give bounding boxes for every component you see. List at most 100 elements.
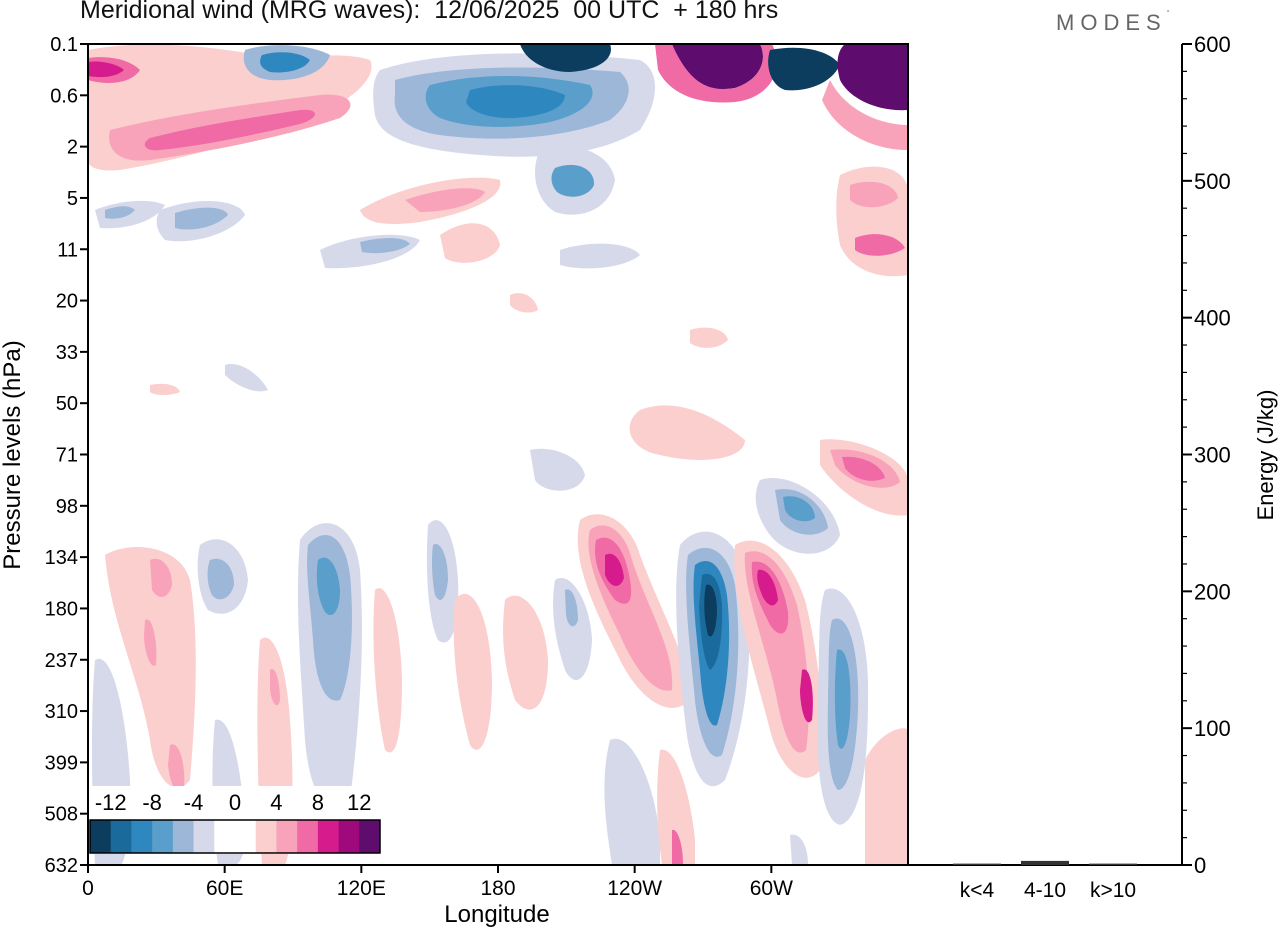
- y-tick-label: 237: [45, 650, 78, 672]
- colorbar-bin: [214, 820, 236, 853]
- contour-neg-small-1: [225, 364, 268, 392]
- colorbar-label: 12: [347, 790, 371, 815]
- contour-neg-core-top-right: [768, 47, 840, 91]
- contour-neg-upper-band-4: [466, 85, 565, 119]
- contour-pos-core-top-right: [672, 44, 763, 90]
- energy-axis-ticks: 0 100 200 300 400 500 600: [1182, 32, 1231, 878]
- contour-neg-col-4: [553, 578, 592, 680]
- contour-pos-ring-top-right: [655, 44, 777, 103]
- contour-pos-bottom-1b: [672, 829, 683, 865]
- chart-title: Meridional wind (MRG waves): 12/06/2025 …: [80, 0, 779, 24]
- contour-pos-col-left-1c: [144, 619, 157, 666]
- colorbar-label: 0: [229, 790, 241, 815]
- x-tick-label: 0: [82, 877, 94, 900]
- colorbar-bin: [235, 820, 257, 853]
- contour-pos-bottom-1: [657, 749, 695, 865]
- contour-pos-core-far-right: [837, 44, 908, 111]
- contour-pos-mid-1b: [405, 188, 485, 212]
- x-tick-label: 120W: [607, 877, 662, 900]
- brand-mark: °: [1166, 10, 1170, 17]
- energy-bar: [953, 863, 1001, 865]
- colorbar-bin: [193, 820, 215, 853]
- energy-tick-label: 300: [1194, 443, 1231, 468]
- contour-neg-col-4b: [565, 589, 578, 627]
- contour-neg-col-1b: [207, 558, 234, 600]
- colorbar-bin: [172, 820, 194, 853]
- contour-pos-col-left-1b: [150, 558, 172, 597]
- contour-pos-right-mid-c: [855, 234, 905, 256]
- y-axis-ticks: 0.1 0.6 2 5 11 20 33 50 71 98 134 180 237 310 399 508 63…: [45, 34, 88, 877]
- contour-pos-tropo-2c: [842, 456, 885, 481]
- contour-pos-small-2: [690, 327, 728, 348]
- contour-neg-mid-3b: [175, 207, 228, 230]
- energy-tick-label: 0: [1194, 853, 1206, 878]
- contour-neg-blob-top-left-2: [260, 52, 310, 73]
- energy-axis-label: Energy (J/kg): [1253, 390, 1278, 521]
- y-tick-label: 134: [45, 547, 78, 569]
- y-tick-label: 508: [45, 804, 78, 826]
- energy-category-label: k<4: [960, 879, 995, 902]
- contour-neg-bottom-3: [604, 738, 660, 865]
- energy-tick-label: 100: [1194, 716, 1231, 741]
- energy-category-label: 4-10: [1024, 879, 1066, 902]
- contour-pos-bottom-2: [865, 728, 908, 865]
- contour-pos-ring-far-right: [822, 80, 908, 150]
- contour-pos-col-mid-3: [503, 595, 548, 710]
- contour-pos-col-mid-2: [453, 593, 492, 750]
- contour-neg-mid-4: [560, 243, 640, 269]
- contour-neg-tropo-1: [530, 448, 585, 491]
- energy-tick-label: 200: [1194, 579, 1231, 604]
- y-tick-label: 5: [67, 188, 78, 210]
- x-axis-ticks: 0 60E 120E 180 120W 60W: [82, 865, 793, 900]
- contour-neg-core-top: [520, 44, 611, 72]
- energy-bar: [1089, 863, 1137, 865]
- contour-neg-mid-2: [95, 200, 165, 229]
- y-tick-label: 98: [56, 496, 78, 518]
- contour-pos-core-left-2: [88, 61, 124, 78]
- contour-pos-tropo-1: [629, 405, 745, 460]
- x-axis-label: Longitude: [444, 901, 549, 928]
- energy-bars: k<4 4-10 k>10: [953, 860, 1137, 902]
- colorbar-label: 8: [312, 790, 324, 815]
- y-tick-label: 11: [57, 239, 78, 261]
- contour-pos-dipole-d: [757, 569, 778, 606]
- colorbar-label: -12: [95, 790, 127, 815]
- colorbar-bin: [338, 820, 360, 853]
- colorbar-label: -4: [184, 790, 204, 815]
- contour-pos-col-left-1d: [168, 744, 185, 794]
- contour-neg-dipole-e: [704, 584, 717, 637]
- y-tick-label: 20: [56, 291, 78, 313]
- y-tick-label: 2: [67, 137, 78, 159]
- contour-field: [88, 44, 908, 865]
- y-tick-label: 0.1: [50, 34, 78, 56]
- x-tick-label: 60E: [206, 877, 243, 900]
- x-tick-label: 180: [480, 877, 515, 900]
- colorbar: -12 -8 -4 0 4 8 12: [86, 786, 384, 854]
- energy-bar: [1021, 860, 1069, 865]
- y-tick-label: 632: [45, 855, 78, 877]
- contour-pos-small-1: [510, 293, 538, 313]
- y-tick-label: 0.6: [50, 85, 78, 107]
- colorbar-bin: [90, 820, 112, 853]
- colorbar-bin: [131, 820, 153, 853]
- contour-pos-tropo-3d: [605, 553, 624, 586]
- contour-pos-col-left-1: [105, 547, 196, 788]
- contour-neg-mid-2b: [105, 206, 135, 219]
- y-tick-label: 33: [56, 342, 78, 364]
- colorbar-label: -8: [142, 790, 162, 815]
- colorbar-bin: [255, 820, 277, 853]
- colorbar-frame: [89, 819, 381, 854]
- contour-pos-mid-6: [440, 223, 500, 263]
- contour-pos-right-mid-b: [850, 181, 898, 208]
- energy-category-label: k>10: [1090, 879, 1136, 902]
- colorbar-bin: [152, 820, 174, 853]
- contour-pos-col-left-2b: [270, 669, 280, 706]
- contour-neg-mid-5b: [360, 238, 410, 254]
- brand-name: MODES: [1056, 10, 1167, 35]
- brand-logo: MODES°: [1056, 10, 1170, 36]
- y-tick-label: 71: [56, 445, 78, 467]
- y-axis-label: Pressure levels (hPa): [0, 340, 26, 569]
- x-tick-label: 120E: [337, 877, 386, 900]
